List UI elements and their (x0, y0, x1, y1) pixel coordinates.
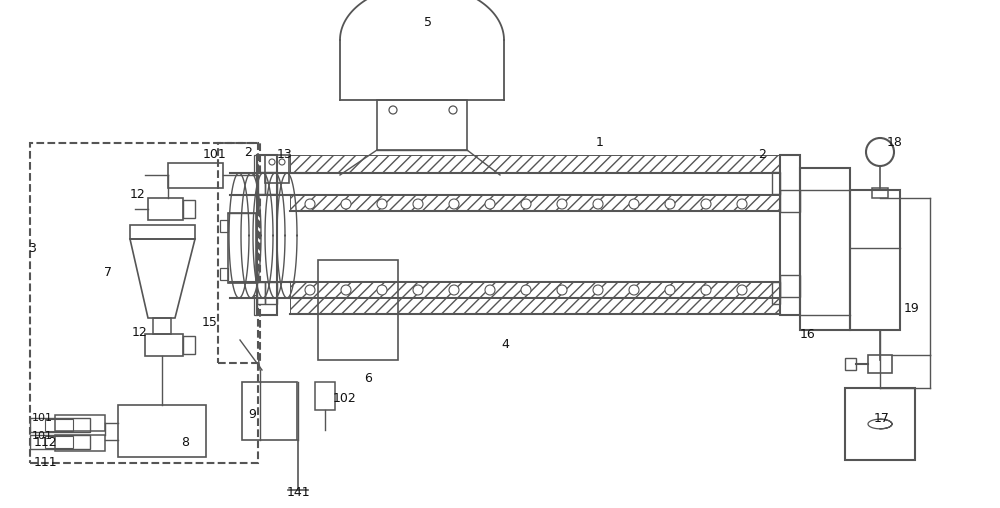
Bar (257, 155, 277, 315)
Bar (257, 172, 265, 194)
Bar (318, 260, 398, 360)
Bar (315, 382, 335, 410)
Bar (254, 295, 257, 315)
Circle shape (629, 285, 639, 295)
Bar (242, 382, 297, 440)
Bar (872, 188, 888, 198)
Bar (153, 318, 171, 334)
Circle shape (737, 199, 747, 209)
Bar (257, 282, 265, 304)
Text: 8: 8 (181, 435, 189, 449)
Text: 111: 111 (33, 456, 57, 468)
Bar (30, 435, 90, 449)
Text: 7: 7 (104, 266, 112, 278)
Bar (290, 282, 780, 298)
Bar (780, 155, 800, 315)
Text: 2: 2 (758, 148, 766, 162)
Bar (30, 143, 258, 463)
Bar (145, 334, 183, 356)
Bar (772, 172, 780, 194)
Bar (118, 405, 206, 457)
Bar (850, 190, 900, 330)
Bar (183, 200, 195, 218)
Text: 2: 2 (244, 145, 252, 158)
Bar (290, 195, 780, 211)
Text: 19: 19 (904, 302, 920, 314)
Text: 112: 112 (33, 436, 57, 450)
Bar (868, 355, 892, 373)
Text: 3: 3 (28, 241, 36, 255)
Text: 4: 4 (501, 338, 509, 352)
Text: 9: 9 (248, 408, 256, 422)
Bar (845, 358, 856, 370)
Bar (780, 275, 800, 297)
Bar (220, 220, 228, 232)
Bar (772, 282, 780, 304)
Circle shape (593, 199, 603, 209)
Text: 101: 101 (32, 413, 52, 423)
Circle shape (341, 199, 351, 209)
Bar (30, 418, 90, 432)
Circle shape (485, 199, 495, 209)
Bar (55, 435, 105, 451)
Circle shape (413, 199, 423, 209)
Bar (228, 213, 256, 283)
Text: 17: 17 (874, 411, 890, 425)
Text: 16: 16 (800, 329, 816, 341)
Bar (254, 155, 257, 175)
Circle shape (341, 285, 351, 295)
Bar (218, 143, 260, 363)
Circle shape (521, 199, 531, 209)
Circle shape (665, 285, 675, 295)
Circle shape (737, 285, 747, 295)
Circle shape (593, 285, 603, 295)
Circle shape (413, 285, 423, 295)
Bar (45, 419, 73, 431)
Bar (183, 336, 195, 354)
Bar (265, 155, 289, 183)
Bar (780, 190, 800, 212)
Circle shape (305, 285, 315, 295)
Text: 18: 18 (887, 136, 903, 148)
Circle shape (521, 285, 531, 295)
Text: 101: 101 (32, 431, 52, 441)
Bar (377, 100, 467, 150)
Text: 6: 6 (364, 371, 372, 385)
Circle shape (701, 285, 711, 295)
Circle shape (629, 199, 639, 209)
Bar (148, 198, 183, 220)
Circle shape (377, 285, 387, 295)
Circle shape (449, 285, 459, 295)
Bar (265, 282, 277, 304)
Bar (55, 415, 105, 431)
Text: 1: 1 (596, 136, 604, 148)
Bar (800, 168, 850, 330)
Text: 12: 12 (130, 187, 146, 201)
Circle shape (557, 199, 567, 209)
Text: 102: 102 (333, 392, 357, 404)
Bar (130, 225, 195, 239)
Circle shape (665, 199, 675, 209)
Bar (845, 388, 915, 460)
Bar (290, 155, 780, 173)
Text: 5: 5 (424, 16, 432, 28)
Text: 101: 101 (203, 148, 227, 162)
Bar (45, 436, 73, 448)
Circle shape (449, 199, 459, 209)
Text: 13: 13 (277, 148, 293, 162)
Text: 12: 12 (132, 326, 148, 338)
Bar (168, 163, 223, 188)
Circle shape (377, 199, 387, 209)
Bar (220, 268, 228, 280)
Bar (290, 298, 780, 314)
Circle shape (557, 285, 567, 295)
Circle shape (485, 285, 495, 295)
Bar (265, 172, 277, 194)
Text: 141: 141 (286, 486, 310, 498)
Circle shape (701, 199, 711, 209)
Text: 15: 15 (202, 315, 218, 329)
Circle shape (305, 199, 315, 209)
